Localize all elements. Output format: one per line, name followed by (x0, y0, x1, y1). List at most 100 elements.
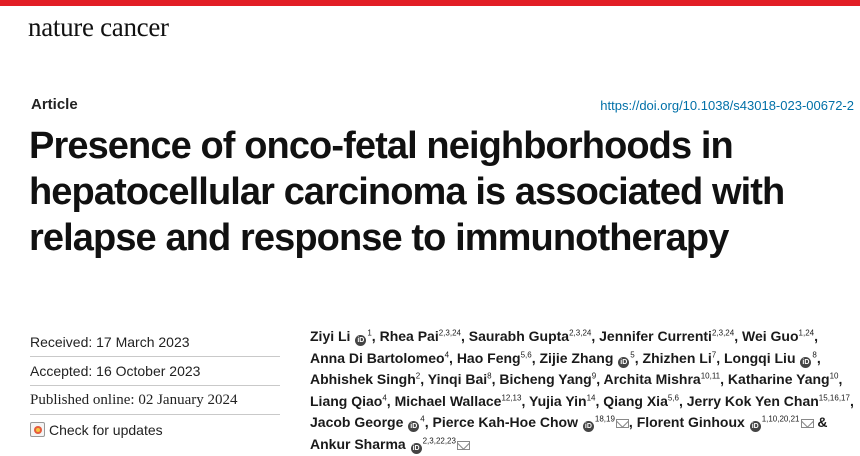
author-name[interactable]: Anna Di Bartolomeo (310, 349, 445, 366)
author-entry: Abhishek Singh2 (310, 371, 420, 387)
author-entry: Ziyi Li iD1 (310, 328, 372, 346)
author-affiliation-numbers: 2 (415, 371, 421, 381)
author-name[interactable]: Archita Mishra (603, 371, 701, 387)
author-affiliation-numbers: 1 (367, 328, 372, 338)
check-for-updates-button[interactable]: Check for updates (30, 415, 280, 444)
article-type: Article (31, 96, 78, 113)
author-affiliation-numbers: 5,6 (520, 349, 532, 359)
author-entry: Zijie Zhang iD5 (539, 349, 635, 368)
author-list: Ziyi Li iD1, Rhea Pai2,3,24, Saurabh Gup… (310, 328, 854, 454)
author-affiliation-numbers: 15,16,17 (818, 392, 850, 402)
author-name[interactable]: Rhea Pai (379, 328, 439, 344)
author-name[interactable]: Jacob George (310, 414, 404, 430)
author-entry: Pierce Kah-Hoe Chow iD18,19 (432, 414, 629, 432)
author-name[interactable]: Abhishek Singh (310, 371, 416, 387)
author-entry: Yujia Yin14 (529, 393, 596, 409)
author-entry: Liang Qiao4 (310, 393, 387, 409)
author-name[interactable]: Hao Feng (456, 349, 521, 366)
orcid-icon[interactable]: iD (408, 421, 420, 432)
author-affiliation-numbers: 1,24 (798, 328, 815, 338)
author-entry: Anna Di Bartolomeo4 (310, 350, 449, 366)
orcid-icon[interactable]: iD (618, 356, 630, 368)
author-affiliation-numbers: 12,13 (501, 392, 522, 402)
author-entry: Zhizhen Li7 (643, 350, 717, 366)
author-affiliation-numbers: 10,11 (700, 371, 721, 381)
author-entry: Rhea Pai2,3,24 (380, 328, 461, 344)
accepted-text: Accepted: 16 October 2023 (30, 363, 201, 379)
author-name[interactable]: Wei Guo (741, 328, 799, 344)
author-name[interactable]: Bicheng Yang (499, 371, 592, 387)
article-title: Presence of onco-fetal neighborhoods in … (29, 123, 859, 261)
author-affiliation-numbers: 4 (420, 414, 425, 424)
title-line: Presence of onco-fetal neighborhoods in (29, 125, 734, 167)
author-affiliation-numbers: 4 (382, 392, 387, 402)
author-name[interactable]: Jennifer Currenti (599, 328, 712, 344)
author-entry: Hao Feng5,6 (457, 350, 532, 366)
author-name[interactable]: Florent Ginhoux (636, 414, 745, 430)
author-affiliation-numbers: 2,3,24 (438, 328, 461, 338)
author-affiliation-numbers: 8 (487, 371, 492, 381)
author-affiliation-numbers: 2,3,24 (711, 328, 735, 338)
author-affiliation-numbers: 9 (591, 371, 597, 381)
author-name[interactable]: Yinqi Bai (427, 371, 488, 387)
author-affiliation-numbers: 1,10,20,21 (761, 414, 800, 424)
title-line: hepatocellular carcinoma is associated w… (29, 171, 785, 213)
email-icon[interactable] (615, 419, 629, 428)
article-history: Received: 17 March 2023 Accepted: 16 Oct… (30, 328, 280, 444)
orcid-icon[interactable]: iD (582, 421, 594, 432)
doi-link[interactable]: https://doi.org/10.1038/s43018-023-00672… (600, 98, 854, 113)
journal-name[interactable]: nature cancer (28, 12, 169, 42)
author-entry: Ankur Sharma iD2,3,22,23 (310, 435, 470, 454)
orcid-icon[interactable]: iD (749, 421, 761, 432)
orcid-icon[interactable]: iD (355, 335, 367, 346)
author-entry: Michael Wallace12,13 (395, 393, 522, 409)
published-date: Published online: 02 January 2024 (30, 386, 280, 415)
journal-accent-bar (0, 0, 860, 6)
author-name[interactable]: Zhizhen Li (642, 349, 712, 366)
author-entry: Saurabh Gupta2,3,24 (469, 328, 592, 344)
author-entry: Archita Mishra10,11 (603, 371, 720, 387)
author-affiliation-numbers: 4 (444, 349, 450, 359)
email-icon[interactable] (456, 440, 470, 450)
author-entry: Yinqi Bai8 (428, 371, 492, 387)
author-entry: Florent Ginhoux iD1,10,20,21 (636, 414, 814, 432)
orcid-icon[interactable]: iD (410, 442, 422, 454)
author-name[interactable]: Ankur Sharma (310, 435, 406, 452)
author-name[interactable]: Yujia Yin (529, 392, 587, 409)
author-name[interactable]: Zijie Zhang (539, 349, 614, 366)
author-affiliation-numbers: 14 (586, 392, 596, 402)
author-entry: Wei Guo1,24 (742, 328, 814, 344)
orcid-icon[interactable]: iD (800, 356, 812, 368)
email-icon[interactable] (800, 419, 814, 428)
author-name[interactable]: Liang Qiao (310, 392, 383, 409)
published-text: Published online: 02 January 2024 (30, 391, 238, 408)
title-line: relapse and response to immunotherapy (29, 217, 729, 259)
author-affiliation-numbers: 8 (812, 349, 817, 359)
author-affiliation-numbers: 5 (630, 349, 635, 359)
received-date: Received: 17 March 2023 (30, 328, 280, 357)
check-for-updates-icon (30, 422, 45, 437)
author-name[interactable]: Jerry Kok Yen Chan (686, 392, 819, 409)
received-text: Received: 17 March 2023 (30, 334, 190, 350)
author-affiliation-numbers: 18,19 (594, 414, 615, 424)
check-for-updates-label[interactable]: Check for updates (49, 421, 163, 438)
author-affiliation-numbers: 2,3,24 (569, 328, 592, 338)
author-name[interactable]: Longqi Liu (723, 349, 796, 366)
author-affiliation-numbers: 2,3,22,23 (422, 435, 456, 445)
author-entry: Longqi Liu iD8 (723, 349, 817, 368)
author-entry: Jerry Kok Yen Chan15,16,17 (687, 393, 850, 409)
author-entry: Jennifer Currenti2,3,24 (599, 328, 734, 344)
author-entry: Qiang Xia5,6 (603, 393, 679, 409)
author-name[interactable]: Katharine Yang (727, 371, 830, 387)
author-name[interactable]: Pierce Kah-Hoe Chow (432, 414, 578, 430)
author-affiliation-numbers: 10 (829, 371, 839, 381)
author-entry: Bicheng Yang9 (499, 371, 596, 387)
author-affiliation-numbers: 5,6 (667, 392, 679, 402)
author-affiliation-numbers: 7 (711, 349, 717, 359)
author-name[interactable]: Saurabh Gupta (468, 328, 570, 344)
author-name[interactable]: Ziyi Li (310, 328, 351, 344)
author-name[interactable]: Qiang Xia (603, 392, 668, 409)
accepted-date: Accepted: 16 October 2023 (30, 357, 280, 386)
author-entry: Katharine Yang10 (728, 371, 839, 387)
author-name[interactable]: Michael Wallace (394, 392, 502, 409)
